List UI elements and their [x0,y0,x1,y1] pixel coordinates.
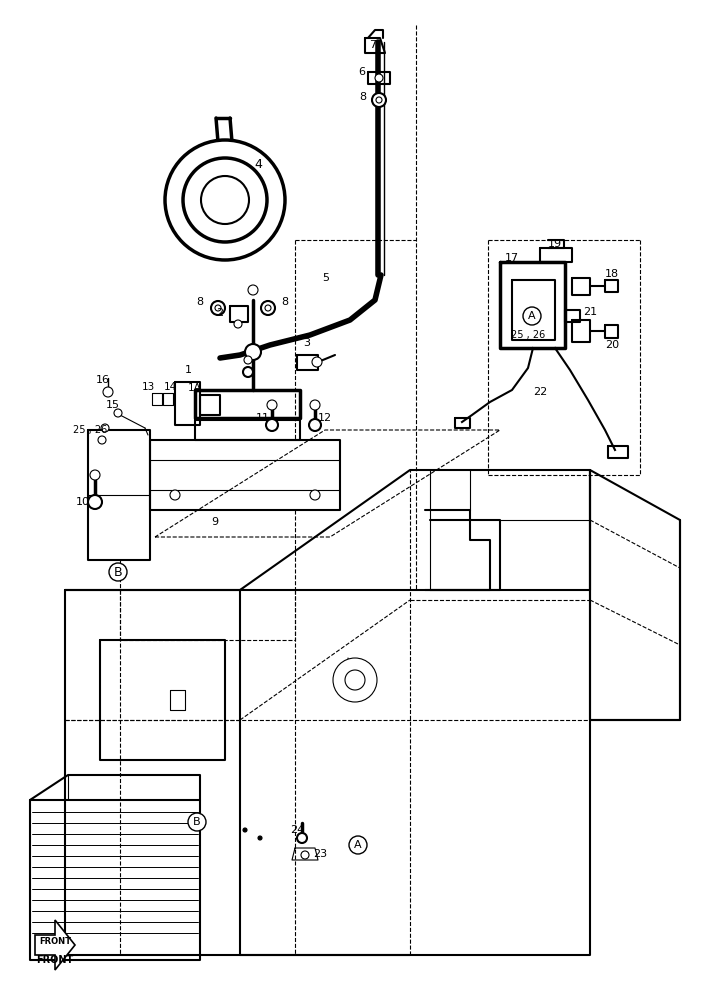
Circle shape [211,301,225,315]
Circle shape [101,424,109,432]
Circle shape [244,356,252,364]
Text: 15: 15 [106,400,120,410]
Text: 6: 6 [359,67,366,77]
Circle shape [248,285,258,295]
Circle shape [310,490,320,500]
Text: 14: 14 [163,382,176,392]
Text: 24: 24 [290,825,304,835]
Circle shape [201,176,249,224]
Circle shape [265,305,271,311]
Text: A: A [354,840,362,850]
Text: 12: 12 [318,413,332,423]
Circle shape [109,563,127,581]
Circle shape [170,490,180,500]
Polygon shape [35,920,75,970]
Text: A: A [528,311,536,321]
Text: B: B [114,566,122,578]
Circle shape [243,367,253,377]
Circle shape [88,495,102,509]
Circle shape [312,357,322,367]
Text: 8: 8 [197,297,204,307]
Circle shape [183,158,267,242]
Circle shape [523,307,541,325]
Circle shape [310,400,320,410]
Circle shape [333,658,377,702]
Circle shape [266,419,278,431]
Text: 23: 23 [313,849,327,859]
Circle shape [375,74,383,82]
Circle shape [245,344,261,360]
Circle shape [258,836,262,840]
Text: 18: 18 [605,269,619,279]
Text: 8: 8 [359,92,366,102]
Circle shape [243,828,247,832]
Circle shape [114,409,122,417]
Text: 20: 20 [605,340,619,350]
Text: 9: 9 [212,517,219,527]
Circle shape [301,851,309,859]
Text: 1A: 1A [188,383,202,393]
Circle shape [349,836,367,854]
Text: 10: 10 [76,497,90,507]
Circle shape [98,436,106,444]
Circle shape [165,140,285,260]
Text: 19: 19 [548,239,562,249]
Circle shape [297,833,307,843]
Circle shape [309,419,321,431]
Circle shape [372,93,386,107]
Text: B: B [193,817,201,827]
Circle shape [188,813,206,831]
Text: 17: 17 [505,253,519,263]
Text: 13: 13 [141,382,155,392]
Text: 3: 3 [304,338,310,348]
Circle shape [90,470,100,480]
Text: 11: 11 [256,413,270,423]
Circle shape [267,400,277,410]
Text: 1: 1 [184,365,192,375]
Text: 16: 16 [96,375,110,385]
Text: 25 , 26: 25 , 26 [73,425,107,435]
Circle shape [376,97,382,103]
Circle shape [215,305,221,311]
Text: 8: 8 [282,297,289,307]
Text: 7: 7 [369,40,377,50]
Circle shape [103,387,113,397]
Text: 5: 5 [323,273,330,283]
Text: 22: 22 [533,387,547,397]
Circle shape [261,301,275,315]
Circle shape [345,670,365,690]
Text: FRONT: FRONT [39,938,71,946]
Text: 2: 2 [217,308,224,318]
Text: 21: 21 [583,307,597,317]
Text: FRONT: FRONT [37,955,73,965]
Text: 25 , 26: 25 , 26 [511,330,545,340]
Text: 4: 4 [254,158,262,172]
Circle shape [234,320,242,328]
